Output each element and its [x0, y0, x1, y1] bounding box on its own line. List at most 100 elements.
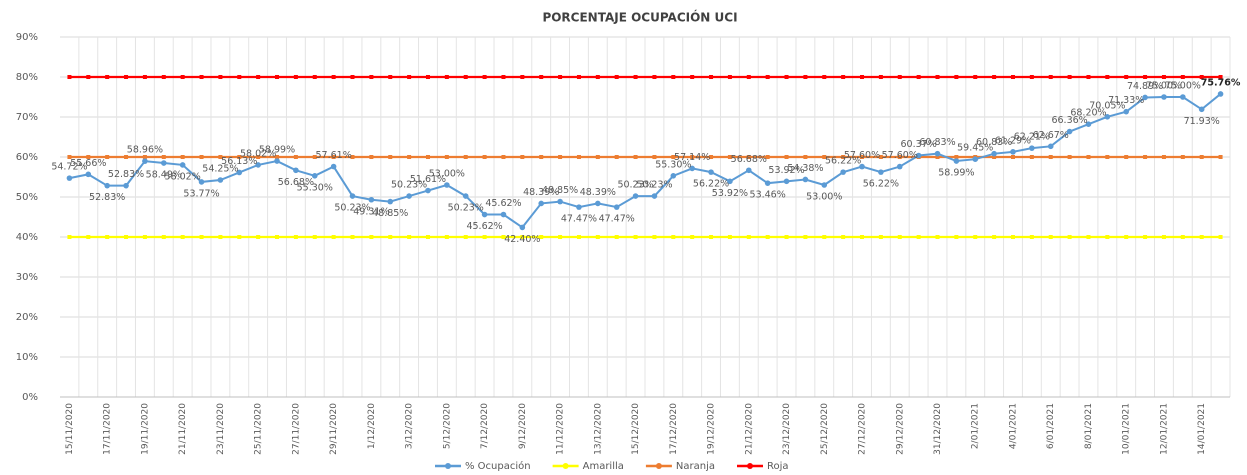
point — [463, 75, 468, 79]
point — [539, 155, 544, 159]
point — [501, 75, 506, 79]
data-label: 54.25% — [202, 164, 238, 175]
point — [878, 155, 883, 159]
point — [972, 156, 979, 162]
data-label: 60.83% — [919, 137, 955, 148]
data-label: 54.72% — [51, 162, 87, 173]
point — [973, 235, 978, 239]
point — [1086, 75, 1091, 79]
point — [217, 177, 224, 183]
point — [293, 75, 298, 79]
data-label: 45.62% — [466, 221, 502, 232]
point — [160, 160, 167, 166]
point — [161, 235, 166, 239]
point — [1086, 235, 1091, 239]
point — [915, 152, 922, 159]
x-tick-label: 17/11/2020 — [103, 403, 113, 455]
point — [1180, 155, 1185, 159]
point — [954, 155, 959, 159]
y-tick-label: 80% — [16, 72, 38, 83]
point — [613, 204, 620, 210]
data-label: 57.60% — [882, 150, 918, 161]
point — [633, 155, 638, 159]
point — [1143, 235, 1148, 239]
point — [652, 75, 657, 79]
x-tick-label: 23/12/2020 — [782, 403, 792, 455]
point — [954, 75, 959, 79]
data-label: 58.49% — [146, 170, 182, 181]
data-label: 52.83% — [108, 169, 144, 180]
point — [1047, 143, 1054, 150]
point — [860, 235, 865, 239]
point — [1105, 75, 1110, 79]
data-label: 55.30% — [655, 159, 691, 170]
point — [765, 75, 770, 79]
data-label: 62.21% — [1014, 132, 1050, 143]
point — [614, 75, 619, 79]
point — [86, 155, 91, 159]
point — [520, 75, 525, 79]
point — [538, 200, 545, 207]
point — [992, 155, 997, 159]
point — [821, 182, 828, 188]
data-label: 55.66% — [70, 158, 106, 169]
data-label: 45.62% — [485, 198, 521, 209]
point — [388, 235, 393, 239]
point — [105, 155, 110, 159]
x-tick-label: 19/12/2020 — [707, 403, 717, 455]
data-label: 56.13% — [221, 156, 257, 167]
data-label: 56.22% — [863, 179, 899, 190]
x-tick-label: 27/11/2020 — [291, 403, 301, 455]
data-label: 71.93% — [1184, 116, 1220, 127]
legend-label: Roja — [767, 461, 789, 472]
point — [897, 75, 902, 79]
point — [198, 179, 205, 185]
x-tick-label: 8/01/2021 — [1084, 403, 1094, 449]
legend-marker — [445, 463, 451, 469]
point — [671, 155, 676, 159]
data-label: 50.23% — [334, 203, 370, 214]
data-label: 75.00% — [1146, 81, 1182, 92]
y-tick-label: 60% — [16, 152, 38, 163]
point — [218, 235, 223, 239]
point — [558, 235, 563, 239]
point — [576, 155, 581, 159]
x-tick-label: 3/12/2020 — [405, 403, 415, 449]
point — [802, 176, 809, 183]
x-tick-label: 7/12/2020 — [480, 403, 490, 449]
point — [462, 193, 469, 199]
point — [237, 155, 242, 159]
point — [1048, 75, 1053, 79]
point — [463, 235, 468, 239]
data-label: 52.83% — [89, 192, 125, 203]
point — [992, 235, 997, 239]
point — [651, 193, 658, 199]
point — [822, 155, 827, 159]
point — [501, 155, 506, 159]
point — [180, 75, 185, 79]
point — [406, 193, 412, 199]
point — [1029, 145, 1035, 151]
point — [86, 75, 91, 79]
x-tick-label: 12/01/2021 — [1159, 403, 1169, 455]
data-label: 57.60% — [844, 150, 880, 161]
point — [652, 155, 657, 159]
point — [275, 155, 280, 159]
x-tick-label: 11/12/2020 — [556, 403, 566, 455]
point — [709, 155, 714, 159]
point — [331, 75, 336, 79]
point — [1161, 155, 1166, 159]
x-tick-label: 5/12/2020 — [442, 403, 452, 449]
y-tick-label: 10% — [16, 352, 38, 363]
point — [1066, 128, 1073, 135]
point — [840, 169, 846, 175]
data-label: 50.23% — [391, 180, 427, 191]
point — [388, 155, 393, 159]
point — [124, 235, 129, 239]
point — [236, 169, 243, 176]
point — [482, 155, 487, 159]
data-label: 48.85% — [372, 208, 408, 219]
point — [1010, 149, 1016, 155]
point — [652, 235, 657, 239]
point — [142, 158, 148, 164]
